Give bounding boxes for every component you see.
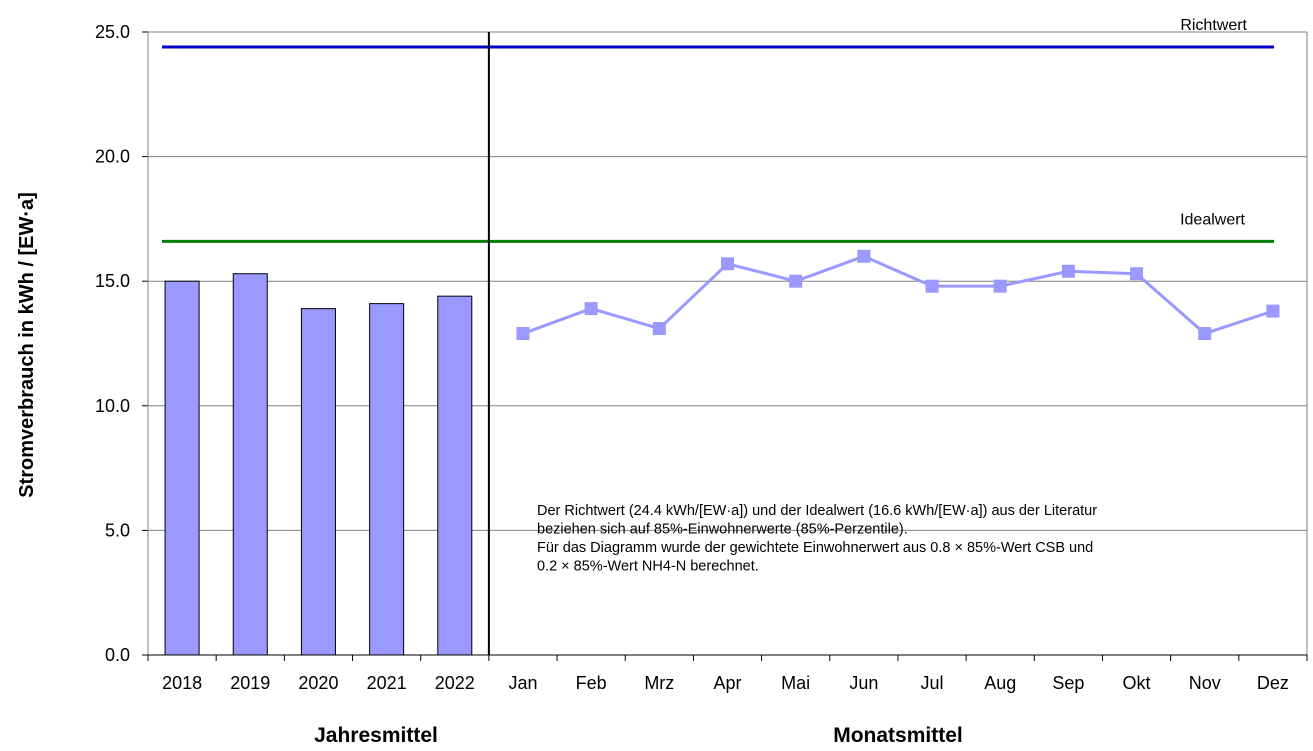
monthly-point-Jul	[925, 279, 939, 293]
monthly-point-Mai	[789, 274, 803, 288]
axes	[142, 31, 1308, 661]
richtwert-label-bg	[1152, 18, 1254, 42]
x-category-label: Jan	[508, 673, 537, 693]
monthly-line	[522, 254, 1274, 336]
x-category-label: Nov	[1189, 673, 1221, 693]
note-line: Für das Diagramm wurde der gewichtete Ei…	[537, 540, 1093, 556]
y-axis-title: Stromverbrauch in kWh / [EW·a]	[16, 192, 38, 498]
x-category-label: Apr	[713, 673, 741, 693]
x-category-label: Mrz	[644, 673, 674, 693]
monthly-point-Nov	[1198, 327, 1212, 341]
group-label-monthly: Monatsmittel	[833, 724, 963, 747]
y-tick-label: 15.0	[95, 271, 130, 291]
note-text: Der Richtwert (24.4 kWh/[EW·a]) und der …	[537, 503, 1097, 575]
bar-2019	[232, 273, 268, 656]
note-line: 0.2 × 85%-Wert NH4-N berechnet.	[537, 559, 759, 575]
x-category-label: 2020	[298, 673, 338, 693]
y-tick-label: 20.0	[95, 147, 130, 167]
x-category-label: 2019	[230, 673, 270, 693]
group-label-annual: Jahresmittel	[314, 724, 438, 747]
monthly-point-Mrz	[652, 322, 666, 336]
axis-labels: 0.0 5.0 10.0 15.0 20.0 25.0 2018 2019 2020 2021 20…	[16, 22, 1289, 747]
note-line: Der Richtwert (24.4 kWh/[EW·a]) und der …	[537, 503, 1097, 519]
x-category-label: Dez	[1257, 673, 1289, 693]
x-category-label: Feb	[576, 673, 607, 693]
monthly-point-Okt	[1130, 267, 1144, 281]
x-category-label: 2018	[162, 673, 202, 693]
x-category-label: Okt	[1123, 673, 1151, 693]
y-tick-label: 5.0	[105, 520, 130, 540]
idealwert-label: Idealwert	[1180, 211, 1245, 228]
monthly-point-Sep	[1061, 264, 1075, 278]
monthly-point-Feb	[584, 302, 598, 316]
x-category-label: Mai	[781, 673, 810, 693]
annual-bars	[164, 273, 473, 656]
x-category-label: Jul	[921, 673, 944, 693]
monthly-point-Jan	[516, 327, 530, 341]
bar-2020	[300, 308, 336, 656]
y-tick-label: 0.0	[105, 645, 130, 665]
bar-2022	[437, 295, 473, 656]
note-line: beziehen sich auf 85%-Einwohnerwerte (85…	[537, 522, 908, 538]
x-category-label: 2021	[367, 673, 407, 693]
bar-2021	[369, 303, 405, 656]
monthly-point-Aug	[993, 279, 1007, 293]
x-category-label: 2022	[435, 673, 475, 693]
richtwert-label: Richtwert	[1180, 17, 1247, 34]
bar-2018	[164, 280, 200, 656]
monthly-point-Apr	[721, 257, 734, 271]
y-tick-label: 10.0	[95, 396, 130, 416]
y-tick-label: 25.0	[95, 22, 130, 42]
x-category-label: Sep	[1052, 673, 1084, 693]
x-category-label: Aug	[984, 673, 1016, 693]
monthly-point-Jun	[857, 249, 871, 263]
monthly-series	[516, 249, 1280, 341]
monthly-point-Dez	[1266, 304, 1280, 318]
reference-lines: Richtwert Idealwert	[162, 17, 1274, 243]
x-category-label: Jun	[849, 673, 878, 693]
